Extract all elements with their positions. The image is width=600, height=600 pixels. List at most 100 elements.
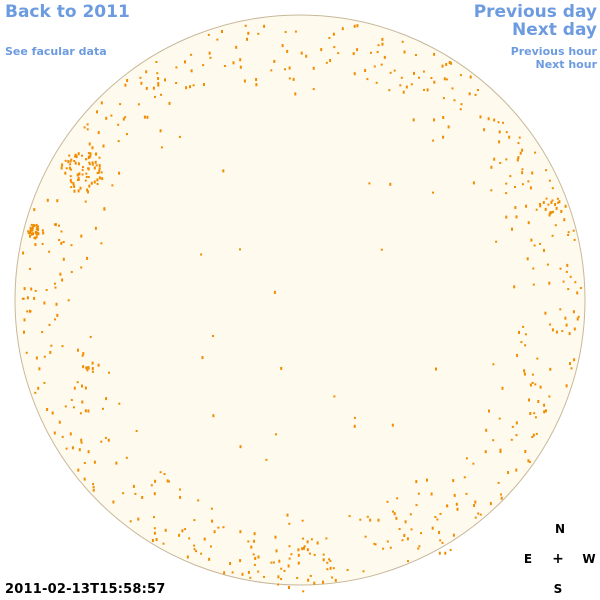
facular-point — [543, 248, 545, 252]
facular-point — [322, 553, 325, 556]
facular-point — [27, 230, 30, 233]
facular-point — [534, 416, 537, 419]
see-facular-data-link[interactable]: See facular data — [5, 45, 107, 58]
facular-point — [93, 460, 96, 464]
facular-point — [322, 558, 325, 562]
facular-point — [207, 33, 210, 36]
facular-point — [277, 583, 280, 586]
facular-point — [292, 77, 295, 81]
facular-point — [492, 439, 495, 442]
facular-point — [83, 477, 86, 481]
facular-point — [493, 157, 496, 161]
facular-point — [518, 136, 521, 139]
facular-point — [84, 409, 87, 413]
facular-point — [445, 63, 448, 66]
facular-point — [50, 344, 53, 347]
facular-point — [168, 480, 170, 483]
facular-point — [59, 272, 62, 276]
facular-point — [76, 381, 79, 384]
facular-point — [499, 450, 502, 453]
facular-point — [203, 537, 206, 541]
facular-point — [208, 557, 211, 561]
facular-point — [253, 539, 256, 543]
facular-point — [37, 225, 39, 228]
facular-point — [509, 175, 512, 178]
facular-point — [563, 218, 566, 222]
facular-point — [122, 492, 125, 495]
facular-point — [373, 542, 376, 545]
facular-point — [81, 400, 84, 404]
facular-point — [472, 181, 475, 185]
facular-point — [574, 281, 577, 284]
facular-point — [543, 410, 546, 414]
facular-point — [48, 250, 51, 253]
facular-point — [551, 328, 554, 332]
facular-point — [140, 81, 143, 85]
facular-point — [441, 64, 444, 68]
facular-point — [501, 386, 504, 390]
facular-point — [87, 176, 90, 178]
facular-point — [48, 323, 51, 326]
facular-point — [82, 365, 85, 369]
facular-point — [531, 436, 534, 438]
facular-point — [126, 133, 128, 136]
facular-point — [399, 84, 402, 87]
facular-point — [388, 89, 391, 92]
facular-point — [548, 281, 551, 285]
facular-point — [91, 161, 94, 164]
facular-point — [108, 371, 110, 374]
facular-point — [521, 148, 524, 152]
facular-point — [253, 563, 256, 566]
facular-point — [175, 82, 178, 84]
facular-point — [389, 71, 392, 74]
facular-point — [87, 409, 90, 413]
facular-point — [192, 84, 195, 87]
facular-point — [92, 488, 95, 492]
facular-point — [544, 207, 547, 211]
facular-point — [542, 201, 545, 204]
next-day-link[interactable]: Next day — [512, 20, 597, 40]
facular-point — [56, 313, 59, 317]
compass-south-label: S — [553, 582, 563, 596]
facular-point — [29, 229, 32, 233]
facular-point — [402, 90, 405, 94]
facular-point — [332, 567, 335, 570]
facular-point — [452, 533, 455, 537]
facular-point — [77, 468, 80, 472]
facular-point — [132, 484, 135, 488]
facular-point — [460, 103, 463, 106]
facular-point — [68, 154, 71, 157]
facular-point — [450, 61, 452, 65]
facular-point — [96, 178, 99, 182]
facular-point — [442, 97, 445, 100]
facular-point — [517, 142, 520, 145]
facular-point — [153, 516, 155, 519]
facular-point — [160, 146, 163, 149]
facular-point — [434, 516, 437, 518]
facular-point — [370, 51, 372, 54]
facular-point — [270, 69, 273, 72]
back-to-year-link[interactable]: Back to 2011 — [5, 2, 130, 22]
facular-point — [534, 383, 537, 386]
facular-point — [85, 172, 88, 175]
facular-point — [530, 238, 533, 242]
facular-point — [513, 285, 516, 289]
facular-point — [558, 200, 561, 204]
facular-point — [474, 516, 477, 519]
facular-point — [246, 37, 248, 41]
facular-point — [373, 65, 376, 68]
facular-point — [507, 471, 510, 474]
facular-point — [443, 77, 446, 81]
previous-hour-link[interactable]: Previous hour — [510, 45, 597, 58]
facular-point — [538, 202, 541, 205]
next-hour-link[interactable]: Next hour — [535, 58, 598, 71]
previous-day-link[interactable]: Previous day — [473, 2, 597, 22]
facular-point — [157, 77, 160, 80]
facular-point — [502, 121, 504, 124]
facular-point — [81, 384, 83, 388]
facular-point — [283, 569, 286, 572]
facular-point — [303, 545, 306, 548]
facular-point — [273, 290, 276, 294]
facular-point — [150, 484, 153, 487]
facular-point — [81, 173, 84, 176]
